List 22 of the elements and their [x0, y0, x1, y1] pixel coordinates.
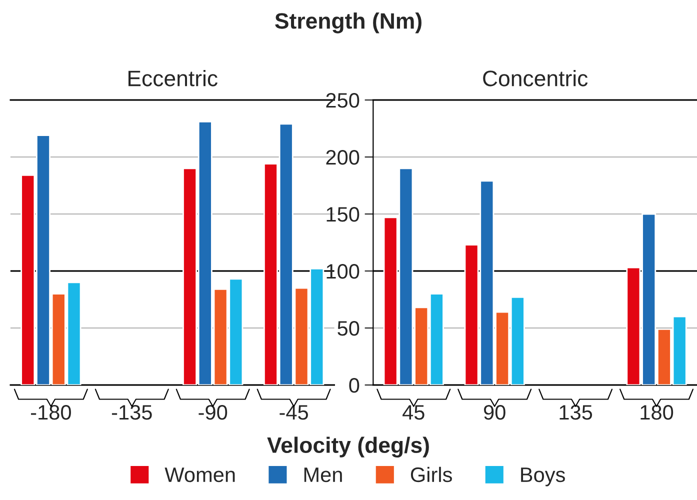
x-tick-label: -90	[198, 404, 228, 420]
x-tick-label: 90	[484, 404, 506, 420]
x-tick-label: -45	[280, 405, 308, 420]
legend-label: Women	[164, 468, 235, 482]
y-tick-label: 200	[326, 150, 360, 165]
y-tick-label: 150	[326, 207, 360, 222]
legend-label: Boys	[521, 468, 565, 486]
x-tick-label: 180	[640, 404, 674, 420]
x-tick-label: -180	[31, 404, 71, 420]
chart-subtitle: Eccentric	[128, 70, 218, 86]
legend-label: Men	[304, 468, 342, 482]
y-tick-label: 100	[326, 264, 360, 279]
legend-label: Girls	[410, 466, 452, 482]
x-axis-title: Velocity (deg/s)	[267, 436, 429, 458]
x-tick-label: 135	[560, 404, 592, 420]
x-tick-label: 45	[402, 405, 424, 420]
y-tick-label: 50	[338, 321, 360, 336]
x-tick-label: -135	[112, 404, 152, 420]
chart-title: Strength (Nm)	[275, 12, 422, 34]
y-tick-label: 250	[326, 93, 360, 108]
y-tick-label: 0	[349, 378, 360, 393]
chart-subtitle: Concentric	[483, 70, 588, 86]
